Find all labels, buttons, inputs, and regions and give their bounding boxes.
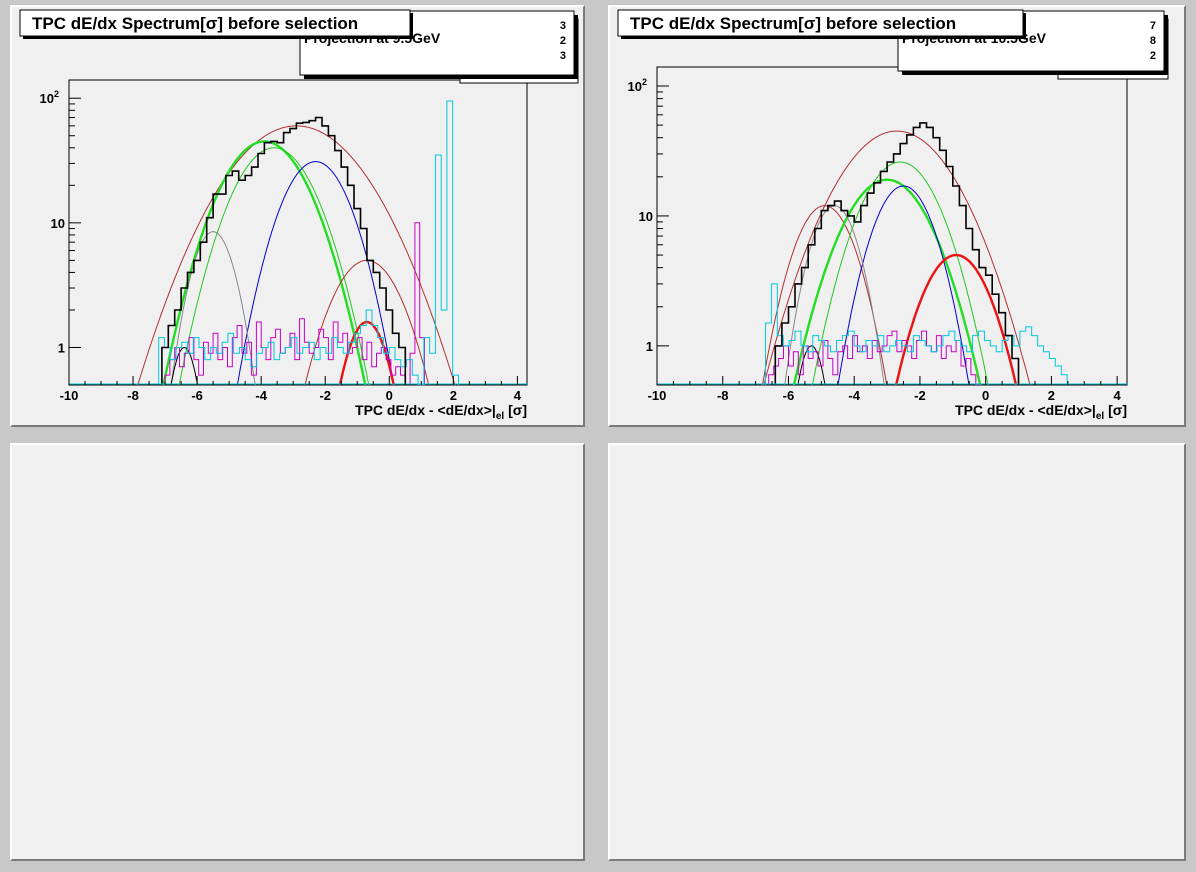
y-tick-label: 102 bbox=[628, 77, 647, 94]
y-tick-label-exponent: 2 bbox=[54, 89, 59, 99]
x-tick-label: 0 bbox=[386, 388, 393, 403]
fit-curve-green_thick bbox=[792, 178, 982, 385]
fit-curve-red_thick bbox=[338, 320, 395, 385]
fit-curve-brown_left bbox=[761, 205, 888, 385]
x-tick-label: -10 bbox=[60, 388, 79, 403]
y-tick-label-main: 10 bbox=[40, 91, 54, 106]
histogram-cyan bbox=[158, 100, 459, 385]
y-tick-label-main: 1 bbox=[58, 340, 65, 355]
stats-value: 3 bbox=[560, 50, 566, 62]
y-tick-label-main: 10 bbox=[628, 79, 642, 94]
plot-frame bbox=[68, 79, 528, 386]
x-tick-label: 4 bbox=[1114, 388, 1122, 403]
fit-curve-red_thick bbox=[894, 253, 1018, 385]
fit-curve-blue bbox=[836, 185, 971, 385]
x-tick-label: -4 bbox=[255, 388, 267, 403]
stats-value: 8 bbox=[1150, 35, 1156, 47]
x-tick-label: -8 bbox=[717, 388, 729, 403]
x-tick-label: 4 bbox=[514, 388, 522, 403]
plot-frame bbox=[656, 66, 1128, 386]
y-tick-label-main: 1 bbox=[646, 339, 653, 354]
x-tick-label: 2 bbox=[450, 388, 457, 403]
canvas-pad-top-left[interactable]: -10 -8 -6 -4 -2 0 2 4 1 10 102 TPC dE/dx - <dE/dx>|… bbox=[10, 5, 585, 427]
title-box bbox=[19, 9, 411, 37]
fit-curve-black_small bbox=[796, 345, 827, 385]
histogram-black bbox=[768, 122, 1026, 385]
histogram-cyan bbox=[765, 283, 1068, 385]
y-tick-label-exponent: 2 bbox=[642, 77, 647, 87]
canvas-pad-bottom-left[interactable] bbox=[10, 443, 585, 861]
fit-curve-green_thick bbox=[162, 140, 367, 385]
x-axis-label-tail: [σ] bbox=[504, 402, 527, 418]
canvas-pad-bottom-right[interactable] bbox=[608, 443, 1186, 861]
plot-area bbox=[657, 122, 1127, 385]
y-tick-label: 10 bbox=[51, 216, 65, 231]
stats-value: 3 bbox=[560, 20, 566, 32]
x-tick-label: -6 bbox=[191, 388, 203, 403]
x-axis-label-tail: [σ] bbox=[1104, 402, 1127, 418]
x-tick-label: -2 bbox=[914, 388, 926, 403]
fit-curve-brown bbox=[762, 130, 1032, 385]
x-axis-label-main: TPC dE/dx - <dE/dx>| bbox=[355, 402, 496, 418]
stats-value: 7 bbox=[1150, 20, 1156, 32]
fit-curve-black_small bbox=[170, 346, 199, 385]
y-tick-label-main: 10 bbox=[51, 216, 65, 231]
x-tick-label: 0 bbox=[982, 388, 989, 403]
fit-curve-green_thin bbox=[178, 147, 370, 385]
stats-value: 2 bbox=[560, 35, 566, 47]
y-tick-label: 1 bbox=[58, 340, 65, 355]
y-tick-label: 1 bbox=[646, 339, 653, 354]
x-tick-label: -4 bbox=[848, 388, 860, 403]
x-tick-label: -2 bbox=[319, 388, 331, 403]
title-box bbox=[617, 9, 1024, 37]
x-axis-label: TPC dE/dx - <dE/dx>|el [σ] bbox=[355, 402, 527, 422]
y-tick-label: 10 bbox=[639, 209, 653, 224]
x-axis-label: TPC dE/dx - <dE/dx>|el [σ] bbox=[955, 402, 1127, 422]
histogram-black bbox=[149, 116, 412, 385]
x-axis-label-sub: el bbox=[1096, 411, 1105, 422]
plot-area bbox=[69, 100, 527, 385]
x-tick-label: 2 bbox=[1048, 388, 1055, 403]
chart-title: TPC dE/dx Spectrum[σ] before selection bbox=[32, 14, 358, 33]
chart-title: TPC dE/dx Spectrum[σ] before selection bbox=[630, 14, 956, 33]
x-axis-label-main: TPC dE/dx - <dE/dx>| bbox=[955, 402, 1096, 418]
x-tick-label: -10 bbox=[648, 388, 667, 403]
stats-value: 2 bbox=[1150, 50, 1156, 62]
fit-curve-blue bbox=[236, 161, 395, 385]
canvas-pad-top-right[interactable]: -10 -8 -6 -4 -2 0 2 4 1 10 102 TPC dE/dx - <dE/dx>|… bbox=[608, 5, 1186, 427]
fit-curve-green_thin bbox=[811, 161, 989, 385]
fit-curve-grey bbox=[170, 231, 256, 385]
x-tick-label: -6 bbox=[783, 388, 795, 403]
histogram-magenta bbox=[164, 222, 425, 385]
x-axis-label-sub: el bbox=[496, 411, 505, 422]
y-tick-label-main: 10 bbox=[639, 209, 653, 224]
x-tick-label: -8 bbox=[127, 388, 139, 403]
y-tick-label: 102 bbox=[40, 89, 59, 106]
